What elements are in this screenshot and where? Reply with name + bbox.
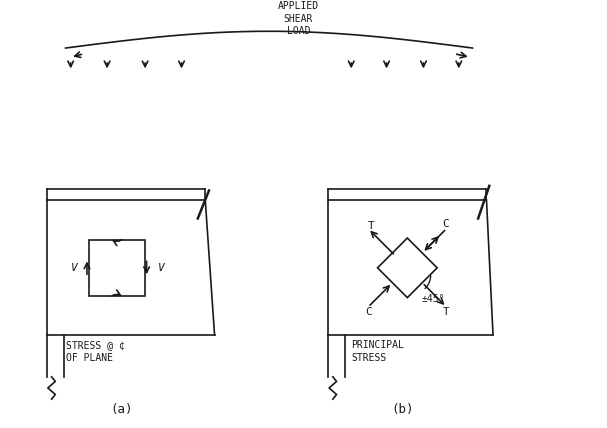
Text: STRESS @ ¢
OF PLANE: STRESS @ ¢ OF PLANE <box>66 339 124 363</box>
Text: APPLIED
SHEAR
LOAD: APPLIED SHEAR LOAD <box>278 1 319 36</box>
Text: V: V <box>71 263 78 273</box>
Text: ±45°: ±45° <box>421 294 445 304</box>
Bar <box>89 240 144 296</box>
Text: C: C <box>365 307 372 317</box>
Text: C: C <box>443 219 449 229</box>
Text: T: T <box>367 221 374 231</box>
Text: V: V <box>158 263 164 273</box>
Text: (a): (a) <box>110 403 133 416</box>
Text: T: T <box>443 307 449 317</box>
Text: PRINCIPAL
STRESS: PRINCIPAL STRESS <box>351 339 404 363</box>
Text: (b): (b) <box>392 403 414 416</box>
